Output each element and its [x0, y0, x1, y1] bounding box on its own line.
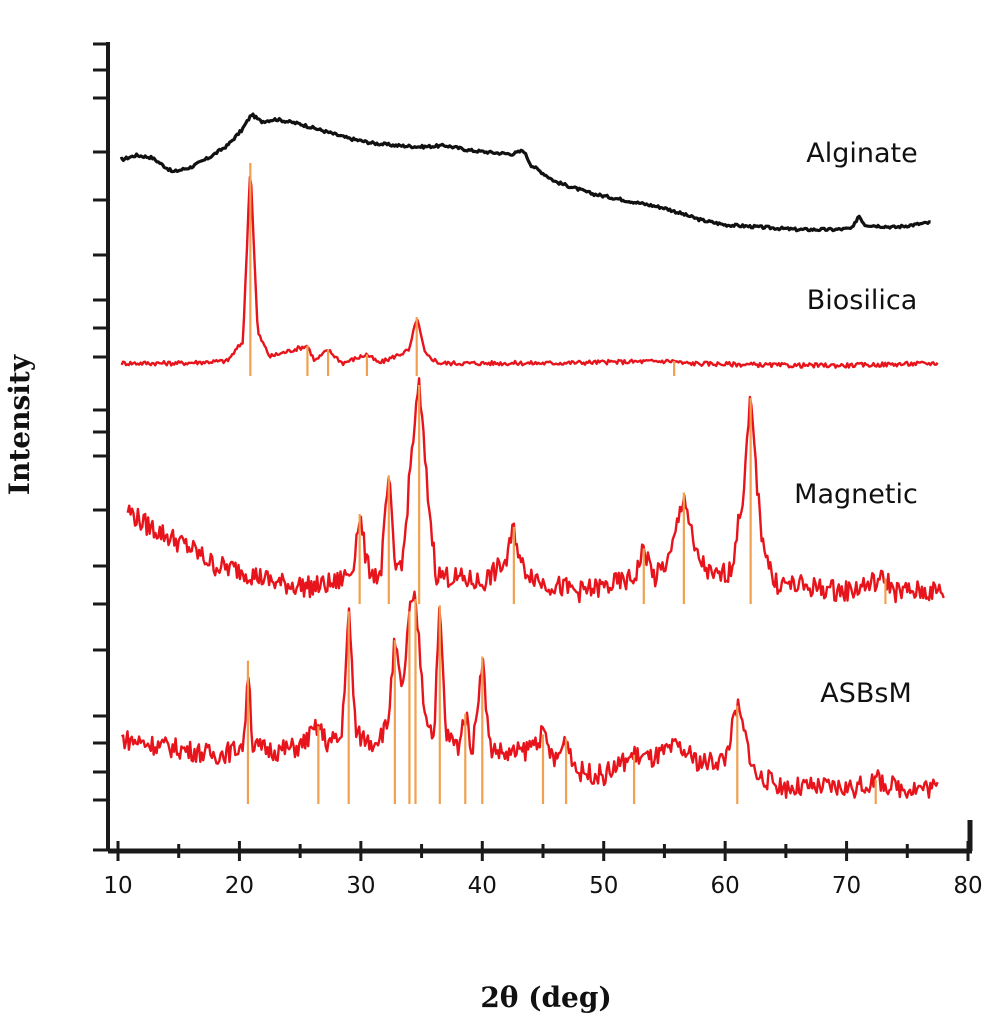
x-tick-label: 10 — [103, 873, 132, 899]
series-layer — [119, 112, 945, 804]
x-axis — [108, 820, 973, 861]
x-tick-label: 20 — [225, 873, 254, 899]
x-tick-label: 60 — [711, 873, 740, 899]
x-tick-label: 30 — [346, 873, 375, 899]
series-label-magnetic: Magnetic — [794, 479, 918, 510]
y-axis-title: Intensity — [3, 354, 36, 495]
x-tick-labels: 10 20 30 40 50 60 70 80 — [103, 873, 982, 899]
series-magnetic — [126, 377, 945, 604]
series-label-alginate: Alginate — [806, 138, 917, 169]
y-axis — [93, 42, 110, 852]
series-line-biosilica — [120, 175, 939, 369]
series-asbsm — [120, 590, 939, 804]
series-label-asbsm: ASBsM — [820, 678, 912, 709]
series-line-asbsm — [120, 590, 939, 799]
x-tick-label: 70 — [832, 873, 861, 899]
x-axis-title: 2θ (deg) — [480, 981, 611, 1014]
x-tick-label: 40 — [468, 873, 497, 899]
series-line-magnetic — [126, 377, 945, 604]
x-tick-label: 80 — [953, 873, 982, 899]
series-alginate — [119, 112, 931, 233]
series-label-biosilica: Biosilica — [807, 285, 918, 316]
series-biosilica — [120, 163, 939, 376]
series-line-alginate — [119, 112, 931, 233]
series-labels: Alginate Biosilica Magnetic ASBsM — [794, 138, 918, 709]
x-tick-label: 50 — [589, 873, 618, 899]
